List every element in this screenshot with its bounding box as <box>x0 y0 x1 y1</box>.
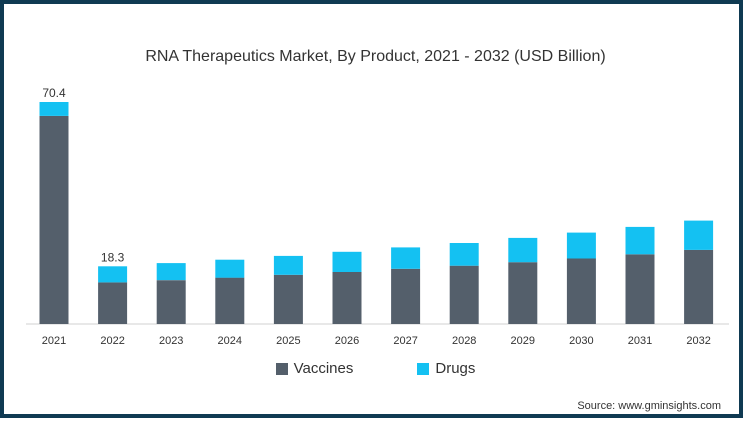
bar-vaccines-2031 <box>625 254 655 324</box>
x-tick-2022: 2022 <box>100 335 124 347</box>
legend-item-drugs: Drugs <box>417 360 475 377</box>
bar-vaccines-2026 <box>332 272 362 324</box>
bars-group <box>39 102 714 325</box>
bar-vaccines-2022 <box>98 282 128 324</box>
bar-drugs-2031 <box>625 226 655 255</box>
x-tick-2026: 2026 <box>335 335 359 347</box>
x-tick-2032: 2032 <box>686 335 710 347</box>
x-tick-2028: 2028 <box>452 335 476 347</box>
data-label-2022: 18.3 <box>101 250 125 264</box>
bar-drugs-2032 <box>684 220 714 250</box>
bar-drugs-2029 <box>508 237 538 263</box>
bar-drugs-2024 <box>215 259 245 278</box>
bar-drugs-2023 <box>156 263 186 281</box>
x-tick-2024: 2024 <box>218 335 242 347</box>
legend-swatch-drugs <box>417 362 430 375</box>
x-tick-2027: 2027 <box>393 335 417 347</box>
x-tick-2021: 2021 <box>42 335 66 347</box>
bar-vaccines-2021 <box>39 115 69 325</box>
legend: Vaccines Drugs <box>4 360 743 377</box>
bar-drugs-2025 <box>273 255 303 275</box>
bar-drugs-2026 <box>332 251 362 272</box>
bar-drugs-2022 <box>98 266 128 283</box>
bar-vaccines-2025 <box>273 274 303 324</box>
legend-item-vaccines: Vaccines <box>275 360 354 377</box>
legend-swatch-vaccines <box>275 362 288 375</box>
bar-vaccines-2032 <box>684 249 714 324</box>
source-note: Source: www.gminsights.com <box>577 400 721 412</box>
bar-vaccines-2030 <box>566 258 596 324</box>
legend-label-drugs: Drugs <box>435 360 476 377</box>
bar-drugs-2028 <box>449 243 479 266</box>
x-tick-2030: 2030 <box>569 335 593 347</box>
x-tick-2029: 2029 <box>511 335 535 347</box>
bar-chart: 2021 2022 2023 2024 2025 2026 2027 2028 2029 2030… <box>26 86 729 347</box>
x-tick-2031: 2031 <box>628 335 652 347</box>
x-tick-2023: 2023 <box>159 335 183 347</box>
bar-drugs-2027 <box>391 247 421 269</box>
data-labels: 70.4 18.3 <box>42 86 124 264</box>
bar-vaccines-2027 <box>391 268 421 324</box>
x-tick-labels: 2021 2022 2023 2024 2025 2026 2027 2028 2029 2030… <box>42 335 711 347</box>
x-tick-2025: 2025 <box>276 335 300 347</box>
bar-vaccines-2029 <box>508 262 538 324</box>
legend-label-vaccines: Vaccines <box>293 360 354 377</box>
bar-drugs-2030 <box>566 232 596 259</box>
bar-vaccines-2023 <box>156 280 186 324</box>
bar-vaccines-2024 <box>215 277 245 324</box>
chart-title: RNA Therapeutics Market, By Product, 202… <box>145 48 606 65</box>
data-label-2021: 70.4 <box>42 86 66 100</box>
bar-drugs-2021 <box>39 102 69 116</box>
bar-vaccines-2028 <box>449 265 479 324</box>
